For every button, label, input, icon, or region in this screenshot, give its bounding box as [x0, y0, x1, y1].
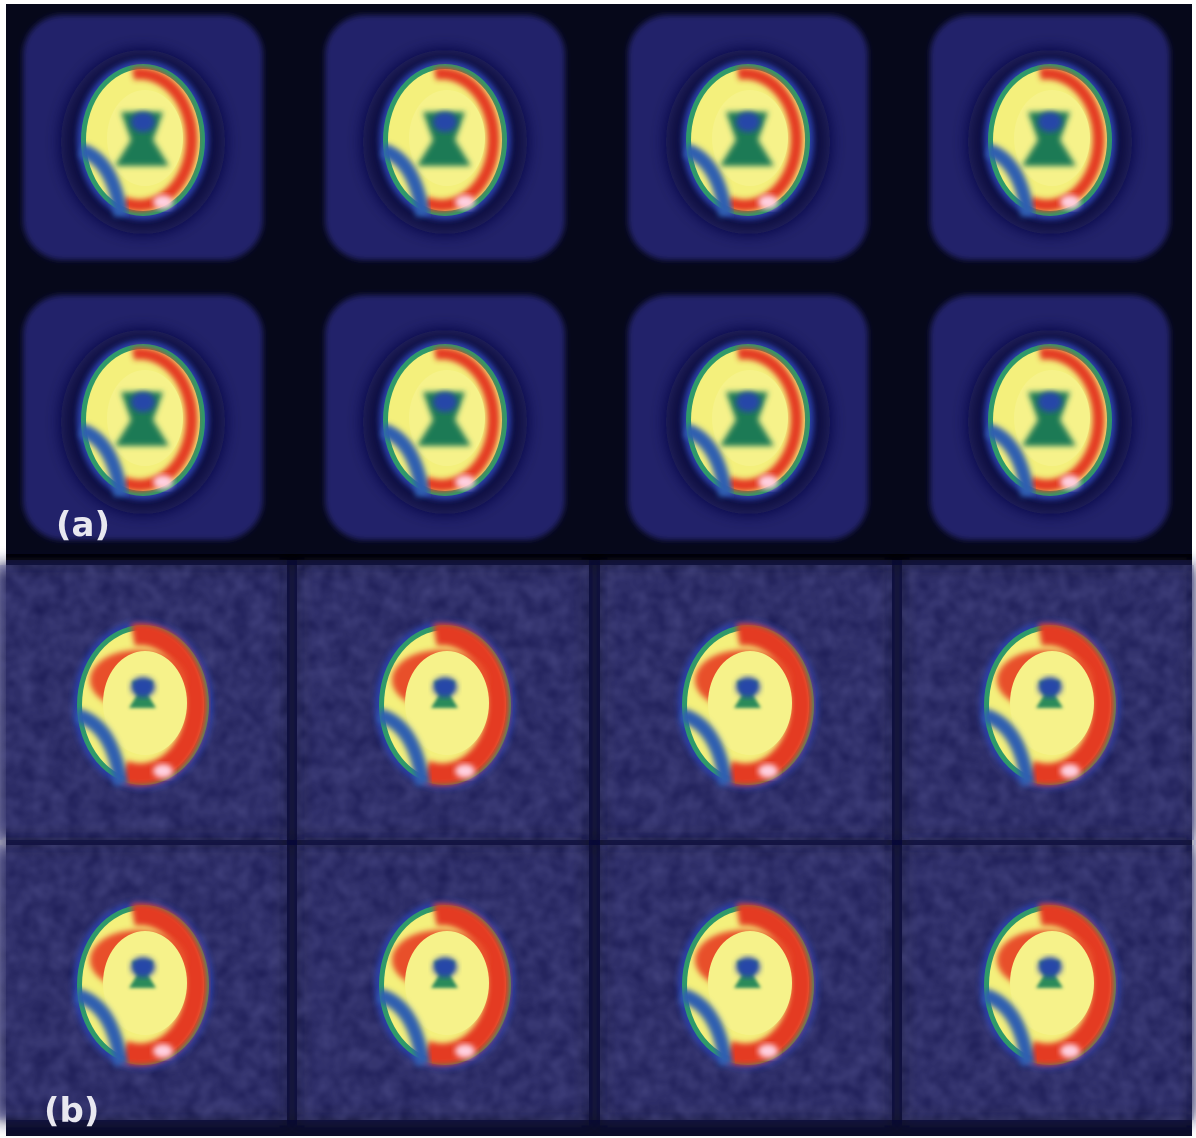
brain-core [433, 112, 457, 132]
brain-scan [628, 295, 868, 540]
brain-hotspot [1060, 475, 1080, 489]
brain-scan [297, 565, 589, 840]
brain-hotspot [455, 764, 475, 778]
brain-hotspot [758, 764, 778, 778]
brain-scan [23, 295, 263, 540]
brain-core [736, 957, 760, 977]
brain-scan [930, 295, 1170, 540]
brain-scan [628, 15, 868, 260]
brain-core [736, 112, 760, 132]
brain-hotspot [1060, 1044, 1080, 1058]
brain-core [433, 392, 457, 412]
brain-core [131, 112, 155, 132]
brain-core [736, 677, 760, 697]
scan-figure: (a) (b) [0, 0, 1196, 1138]
brain-hotspot [455, 475, 475, 489]
brain-scan [23, 15, 263, 260]
brain-hotspot [1060, 195, 1080, 209]
brain-hotspot [153, 475, 173, 489]
brain-hotspot [455, 195, 475, 209]
brain-scan [600, 845, 892, 1120]
page: {"panels": [{"label": "(a)"}, {"label": … [0, 0, 1196, 1138]
brain-scan [0, 565, 287, 840]
brain-core [1038, 392, 1062, 412]
brain-hotspot [455, 1044, 475, 1058]
brain-scan [902, 845, 1194, 1120]
brain-hotspot [758, 1044, 778, 1058]
brain-hotspot [153, 195, 173, 209]
brain-hotspot [153, 764, 173, 778]
panel-label: (b) [44, 1091, 99, 1131]
brain-scan [0, 845, 287, 1120]
brain-core [1038, 957, 1062, 977]
brain-scan [902, 565, 1194, 840]
brain-core [1038, 677, 1062, 697]
brain-scan [325, 15, 565, 260]
brain-core [131, 392, 155, 412]
brain-core [736, 392, 760, 412]
brain-scan [600, 565, 892, 840]
brain-scan [930, 15, 1170, 260]
brain-core [433, 957, 457, 977]
brain-hotspot [758, 475, 778, 489]
brain-hotspot [1060, 764, 1080, 778]
brain-core [131, 957, 155, 977]
brain-scan [297, 845, 589, 1120]
panel-label: (a) [56, 505, 110, 545]
brain-core [1038, 112, 1062, 132]
brain-hotspot [153, 1044, 173, 1058]
panel-divider [6, 554, 1192, 560]
brain-hotspot [758, 195, 778, 209]
brain-core [131, 677, 155, 697]
brain-scan [325, 295, 565, 540]
brain-core [433, 677, 457, 697]
